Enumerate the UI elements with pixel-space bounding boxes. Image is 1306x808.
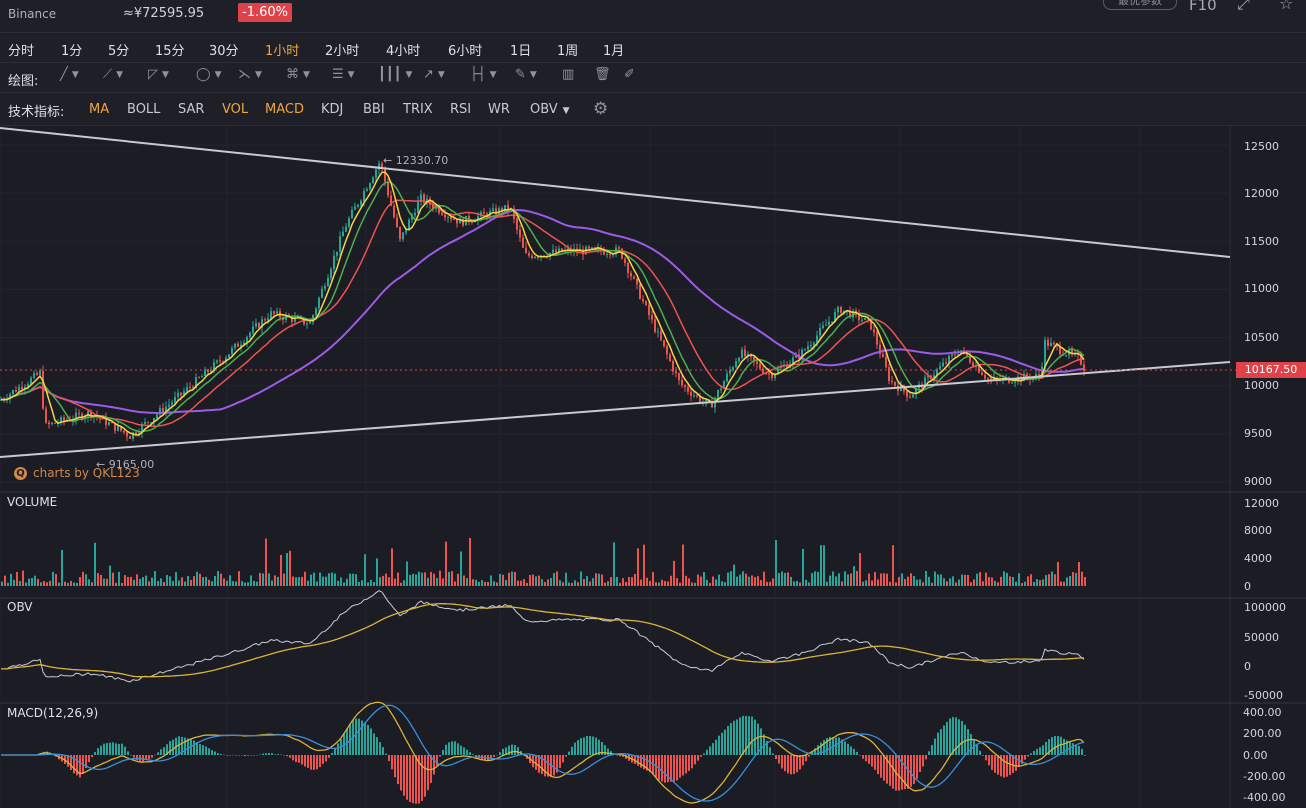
timeframe-3[interactable]: 15分 xyxy=(155,44,185,59)
timeframe-1[interactable]: 1分 xyxy=(61,44,83,59)
line-tool-icon[interactable]: ╱ ▼ xyxy=(60,67,79,82)
shape-tool-icon[interactable]: ◯ ▼ xyxy=(196,67,222,82)
gann-tool-icon[interactable]: ┃┃┃ ▼ xyxy=(378,67,413,82)
macd-axis-label: -400.00 xyxy=(1243,791,1286,804)
fib-tool-icon[interactable]: ☰ ▼ xyxy=(332,67,355,82)
obv-axis-label: 0 xyxy=(1244,660,1251,673)
trash-icon[interactable]: 🗑 xyxy=(594,67,611,82)
volume-axis-label: 8000 xyxy=(1244,524,1272,537)
obv-pane-label: OBV xyxy=(7,600,33,614)
timeframe-10[interactable]: 1周 xyxy=(557,44,579,59)
settings-gear-icon[interactable]: ⚙ xyxy=(593,99,609,119)
macd-axis-label: 200.00 xyxy=(1243,727,1282,740)
indicator-trix[interactable]: TRIX xyxy=(403,102,433,117)
trendline-upper xyxy=(0,127,1231,258)
indicator-obv[interactable]: OBV ▼ xyxy=(530,102,570,117)
indicator-kdj[interactable]: KDJ xyxy=(321,102,344,117)
macd-axis-label: 0.00 xyxy=(1243,749,1268,762)
indicator-wr[interactable]: WR xyxy=(488,102,510,117)
macd-dif-line xyxy=(1,701,1085,804)
indicator-sar[interactable]: SAR xyxy=(178,102,205,117)
bars-icon[interactable]: ▥ xyxy=(562,67,575,82)
indicator-rsi[interactable]: RSI xyxy=(450,102,472,117)
volume-axis-label: 12000 xyxy=(1244,497,1279,510)
arrow-tool-icon[interactable]: ↗ ▼ xyxy=(423,67,445,82)
indicator-macd[interactable]: MACD xyxy=(265,102,304,117)
ma60-line xyxy=(1,209,1085,415)
trendline-lower xyxy=(0,361,1231,458)
macd-dea-line xyxy=(1,704,1085,802)
macd-pane-label: MACD(12,26,9) xyxy=(7,706,99,720)
timeframe-4[interactable]: 30分 xyxy=(209,44,239,59)
indicator-boll[interactable]: BOLL xyxy=(127,102,161,117)
indicator-bbi[interactable]: BBI xyxy=(363,102,385,117)
qkl-logo-icon: Q xyxy=(14,467,27,480)
channel-tool-icon[interactable]: ◸ ▼ xyxy=(148,67,169,82)
price-display: ≈¥72595.95 xyxy=(123,6,205,21)
obv-axis-label: 100000 xyxy=(1244,601,1286,614)
timeframe-5[interactable]: 1小时 xyxy=(265,44,300,59)
volume-axis-label: 0 xyxy=(1244,580,1251,593)
indicator-bar: 技术指标: ⚙ MA BOLL SAR VOL MACD KDJ BBI TRIX RSI WR O… xyxy=(0,93,1306,126)
brush-icon[interactable]: ✐ xyxy=(624,67,635,82)
price-axis-label: 10500 xyxy=(1244,331,1279,344)
obv-ma-line xyxy=(1,603,1085,678)
price-axis-label: 12500 xyxy=(1244,140,1279,153)
macd-axis-label: -200.00 xyxy=(1243,770,1286,783)
low-annotation: ← 9165.00 xyxy=(96,458,155,471)
current-price-tag: 10167.50 xyxy=(1236,362,1306,378)
indicator-vol[interactable]: VOL xyxy=(222,102,249,117)
ma10-line xyxy=(1,181,1085,433)
macd-axis-label: 400.00 xyxy=(1243,706,1282,719)
star-icon[interactable]: ☆ xyxy=(1279,0,1294,13)
timeframe-2[interactable]: 5分 xyxy=(108,44,130,59)
obv-line xyxy=(1,590,1085,683)
obv-axis-label: -50000 xyxy=(1244,689,1283,702)
indicator-ma[interactable]: MA xyxy=(89,102,110,117)
price-axis-label: 12000 xyxy=(1244,187,1279,200)
price-axis-label: 9000 xyxy=(1244,475,1272,488)
indicator-label: 技术指标: xyxy=(8,105,65,120)
price-axis-label: 11000 xyxy=(1244,282,1279,295)
optimal-params-button[interactable]: 最优参数 xyxy=(1103,0,1177,10)
price-axis-label: 10000 xyxy=(1244,379,1279,392)
fullscreen-icon[interactable]: ⤢ xyxy=(1237,0,1250,13)
volume-axis-label: 4000 xyxy=(1244,552,1272,565)
timeframe-8[interactable]: 6小时 xyxy=(448,44,483,59)
timeframe-0[interactable]: 分时 xyxy=(8,44,35,59)
drawing-label: 绘图: xyxy=(8,74,39,89)
volume-bars xyxy=(1,537,1086,586)
text-tool-icon[interactable]: ✎ ▼ xyxy=(515,67,537,82)
timeframe-bar: 分时 1分 5分 15分 30分 1小时 2小时 4小时 6小时 1日 1周 1月 xyxy=(0,33,1306,63)
ma20-line xyxy=(1,199,1085,428)
measure-tool-icon[interactable]: ├┤ ▼ xyxy=(470,67,497,82)
pen-tool-icon[interactable]: ⟋ ▼ xyxy=(103,67,124,82)
timeframe-7[interactable]: 4小时 xyxy=(386,44,421,59)
timeframe-11[interactable]: 1月 xyxy=(603,44,625,59)
chart-area[interactable] xyxy=(0,126,1306,808)
timeframe-9[interactable]: 1日 xyxy=(510,44,532,59)
obv-axis-label: 50000 xyxy=(1244,631,1279,644)
f10-button[interactable]: F10 xyxy=(1189,0,1217,14)
zigzag-tool-icon[interactable]: ⋋ ▼ xyxy=(238,67,262,82)
top-bar: Binance ≈¥72595.95 -1.60% 最优参数 F10 ⤢ ☆ xyxy=(0,0,1306,33)
pattern-tool-icon[interactable]: ⌘ ▼ xyxy=(286,67,310,82)
price-axis-label: 9500 xyxy=(1244,427,1272,440)
high-annotation: ← 12330.70 xyxy=(383,154,449,167)
volume-pane-label: VOLUME xyxy=(7,495,58,509)
change-badge: -1.60% xyxy=(238,3,292,22)
drawing-toolbar: 绘图: ╱ ▼ ⟋ ▼ ◸ ▼ ◯ ▼ ⋋ ▼ ⌘ ▼ ☰ ▼ ┃┃┃ ▼ ↗ ▼ ├┤ ▼ ✎ ▼ ▥ 🗑 ✐ xyxy=(0,63,1306,93)
exchange-name: Binance xyxy=(8,7,57,21)
price-axis-label: 11500 xyxy=(1244,235,1279,248)
timeframe-6[interactable]: 2小时 xyxy=(325,44,360,59)
